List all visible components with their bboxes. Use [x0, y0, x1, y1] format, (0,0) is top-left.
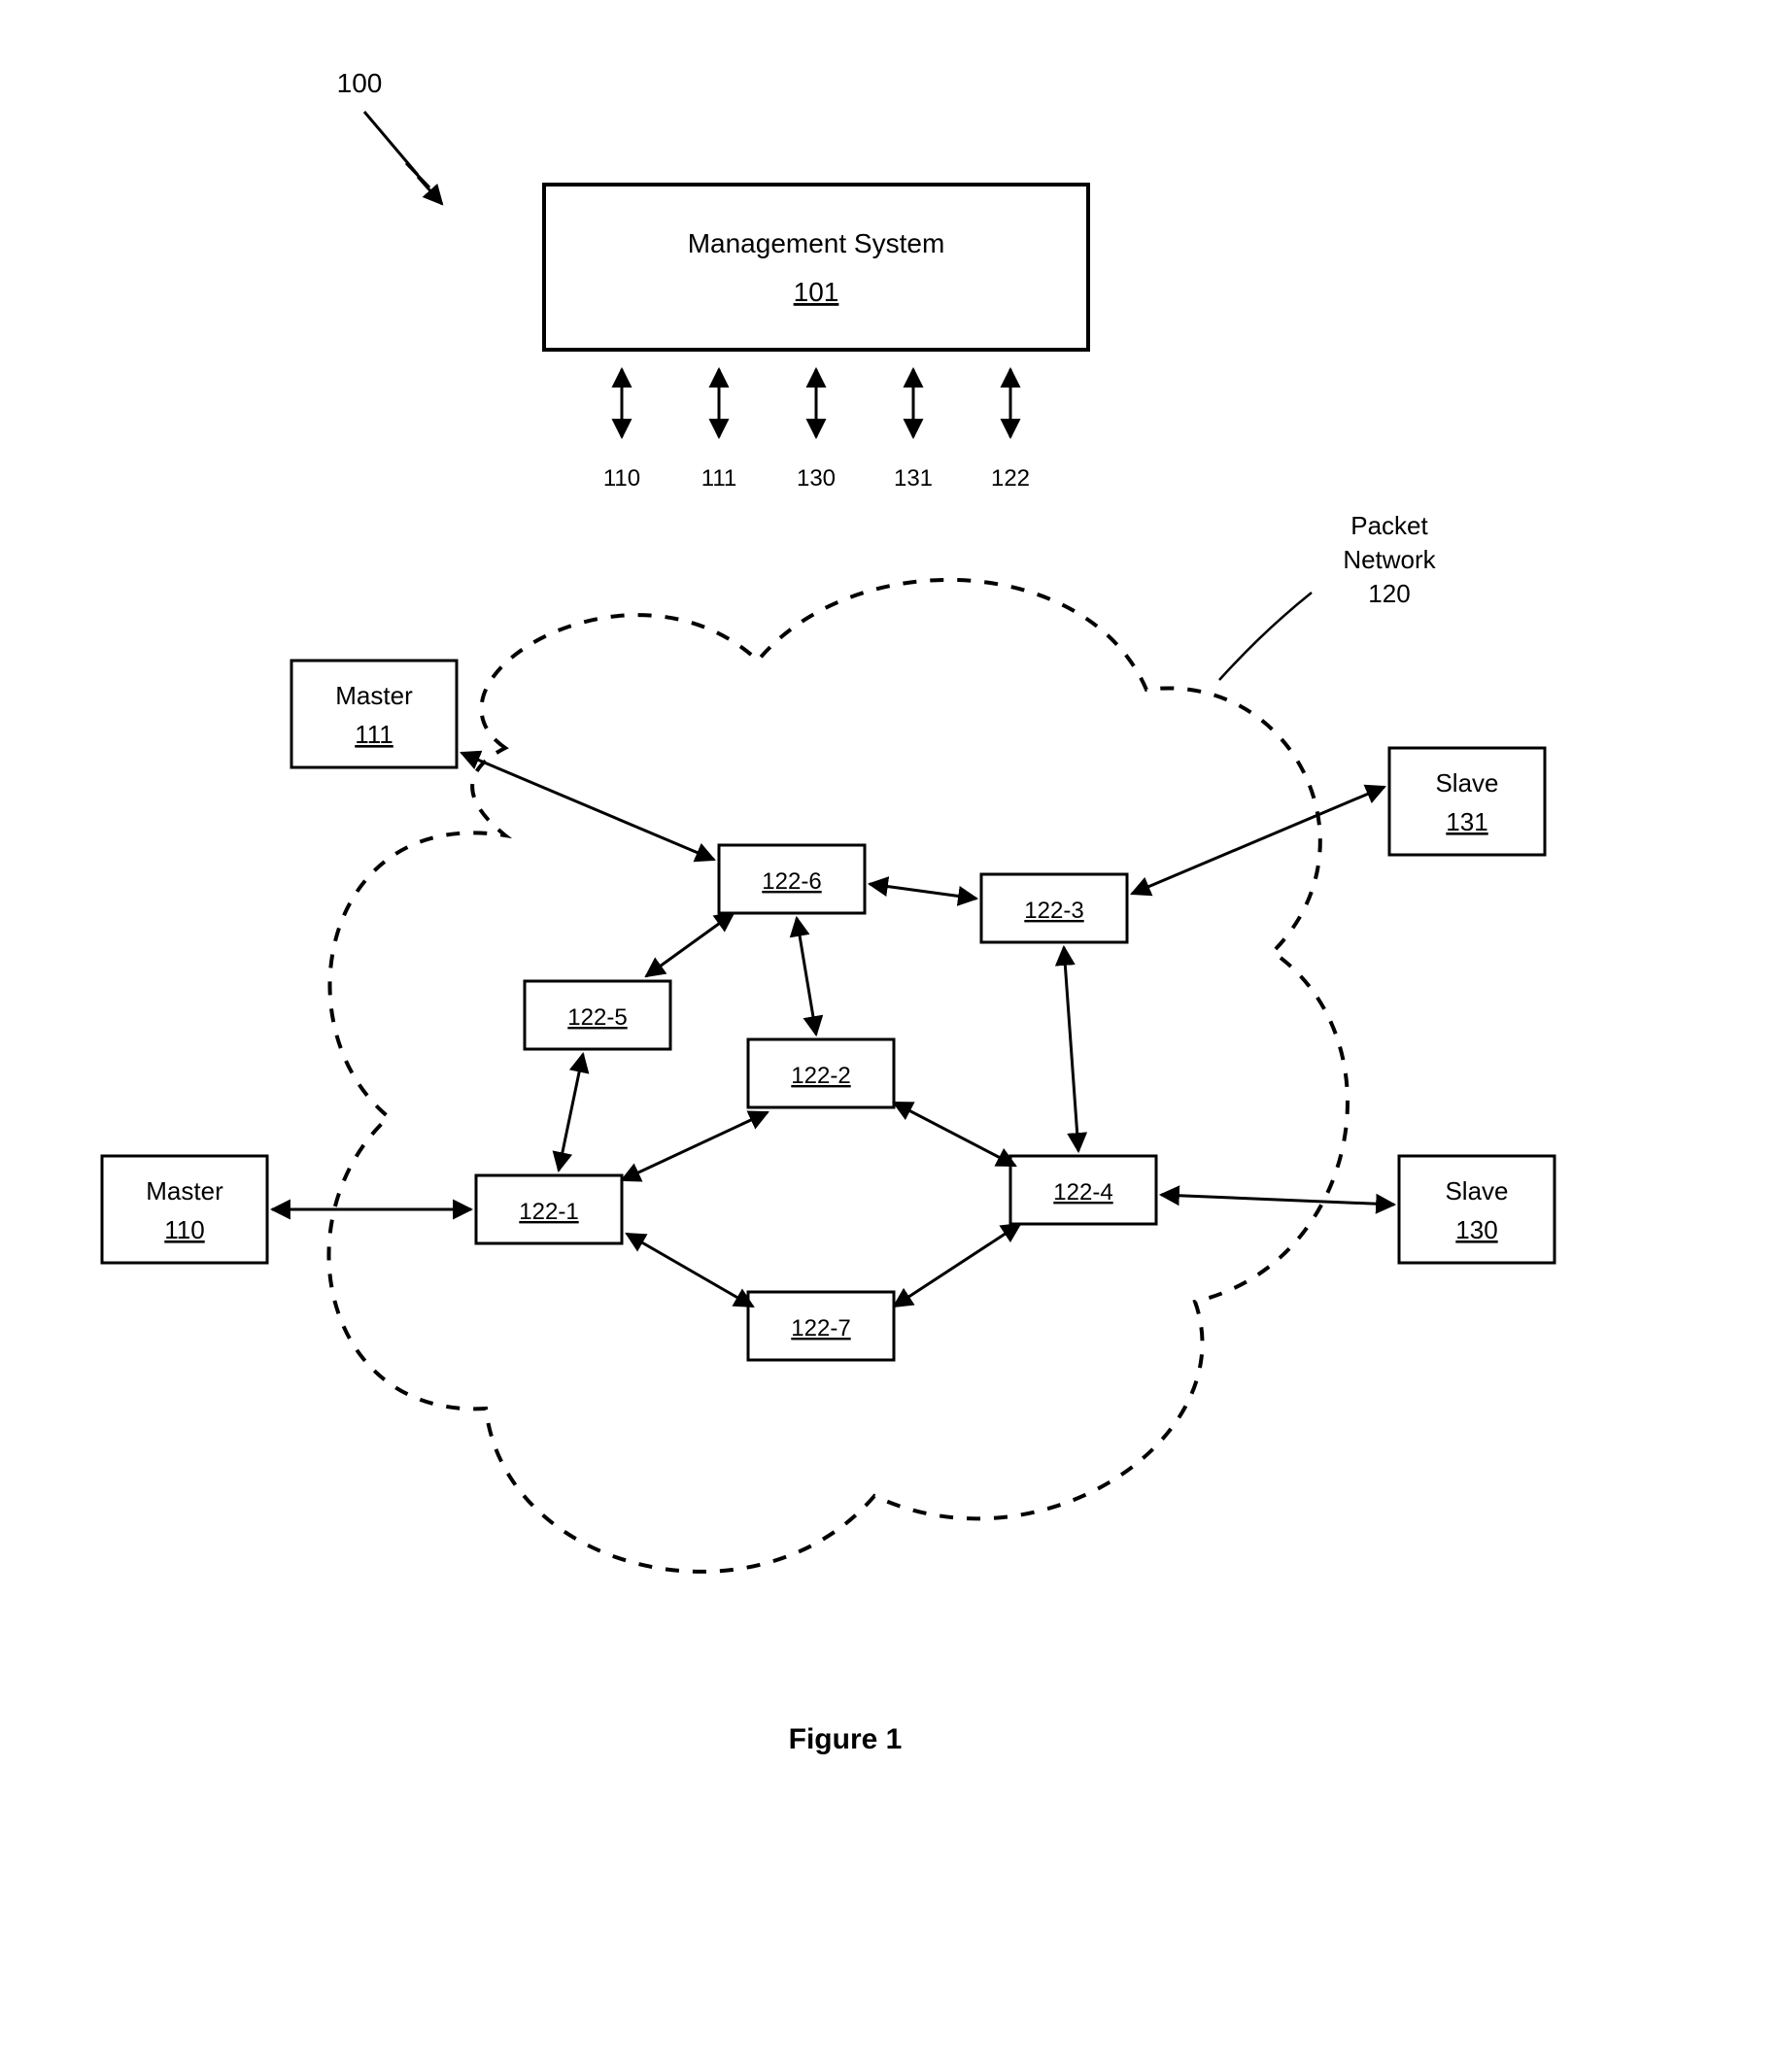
management-arrow-1: 111	[701, 369, 736, 492]
node-master-111: Master 111	[291, 661, 457, 767]
edge-n2-n4	[894, 1103, 1015, 1166]
node-122-5: 122-5	[525, 981, 670, 1049]
n3-id: 122-3	[1024, 898, 1083, 924]
node-master-110: Master 110	[102, 1156, 267, 1263]
management-id: 101	[794, 277, 839, 307]
slave-130-title: Slave	[1445, 1176, 1508, 1206]
n7-id: 122-7	[791, 1315, 850, 1342]
master-110-id: 110	[164, 1215, 204, 1244]
edge-n1-n5	[559, 1054, 583, 1171]
node-slave-131: Slave 131	[1389, 748, 1545, 855]
edge-n6-n3	[870, 884, 976, 899]
management-arrow-4: 122	[991, 369, 1030, 492]
node-122-6: 122-6	[719, 845, 865, 913]
mgmt-arrow-label-2: 130	[797, 465, 836, 492]
slave-131-title: Slave	[1435, 768, 1498, 798]
n2-id: 122-2	[791, 1063, 850, 1089]
management-system-box: Management System 101	[544, 185, 1088, 350]
mgmt-arrow-label-1: 111	[701, 465, 736, 492]
packet-network-label-3: 120	[1368, 579, 1410, 608]
master-111-title: Master	[335, 681, 413, 710]
node-122-7: 122-7	[748, 1292, 894, 1360]
mgmt-arrow-label-4: 122	[991, 465, 1030, 492]
master-110-title: Master	[146, 1176, 223, 1206]
n5-id: 122-5	[567, 1004, 627, 1031]
edge-n7-n4	[894, 1224, 1020, 1307]
edge-n6-n2	[797, 918, 816, 1035]
management-arrow-3: 131	[894, 369, 933, 492]
node-122-1: 122-1	[476, 1175, 622, 1243]
edge-slave130-n4	[1161, 1195, 1394, 1205]
ref-label-100: 100	[337, 68, 383, 98]
edge-n5-n6	[646, 913, 734, 976]
master-111-id: 111	[355, 720, 393, 749]
mgmt-arrow-label-3: 131	[894, 465, 933, 492]
packet-network-leader	[1219, 593, 1312, 680]
management-arrow-2: 130	[797, 369, 836, 492]
edge-master111-n6	[461, 753, 714, 860]
node-122-4: 122-4	[1010, 1156, 1156, 1224]
slave-131-id: 131	[1446, 807, 1487, 836]
mgmt-arrow-label-0: 110	[603, 465, 640, 492]
n6-id: 122-6	[762, 868, 821, 895]
ref-arrow-100	[364, 112, 442, 204]
node-slave-130: Slave 130	[1399, 1156, 1555, 1263]
management-arrow-0: 110	[603, 369, 640, 492]
node-122-2: 122-2	[748, 1039, 894, 1107]
n4-id: 122-4	[1053, 1179, 1112, 1206]
management-title: Management System	[688, 228, 945, 258]
figure-caption: Figure 1	[789, 1723, 903, 1755]
edge-slave131-n3	[1132, 787, 1384, 894]
packet-network-label-2: Network	[1343, 545, 1436, 574]
slave-130-id: 130	[1455, 1215, 1497, 1244]
edge-n1-n7	[627, 1234, 753, 1307]
node-122-3: 122-3	[981, 874, 1127, 942]
diagram-canvas: 100 Management System 101 110 111 130 13…	[0, 0, 1777, 2072]
n1-id: 122-1	[519, 1199, 578, 1225]
edge-n3-n4	[1064, 947, 1078, 1151]
edge-n1-n2	[622, 1112, 768, 1180]
packet-network-label-1: Packet	[1350, 511, 1428, 540]
